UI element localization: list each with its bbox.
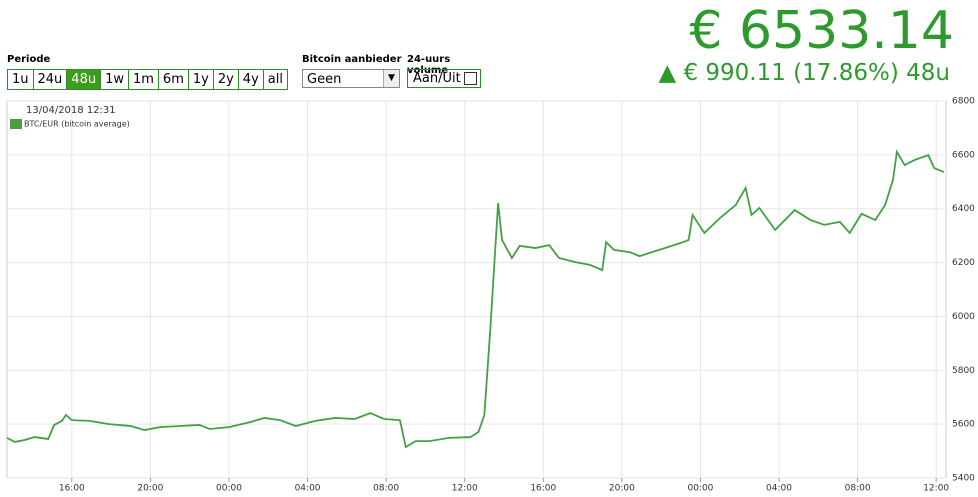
x-tick-label: 16:00 [59,484,85,494]
y-tick-label: 5600 [952,420,975,430]
x-tick-label: 04:00 [766,484,792,494]
y-tick-label: 6800 [952,97,975,107]
provider-label: Bitcoin aanbieder [302,54,402,65]
period-button[interactable]: 1u [8,70,34,89]
select-arrow: ▼ [383,70,399,87]
x-tick-label: 12:00 [923,484,949,494]
y-tick-label: 6000 [952,312,975,322]
period-button[interactable]: 1w [101,70,129,89]
x-tick-label: 12:00 [452,484,478,494]
period-button[interactable]: 24u [33,70,68,89]
period-buttons: 1u 24u 48u 1w 1m 6m 1y 2y 4y all [7,69,288,90]
x-tick-label: 20:00 [137,484,163,494]
y-tick-label: 6600 [952,150,975,160]
period-button[interactable]: 1m [128,70,159,89]
period-label: Periode [7,54,51,65]
annotation: 13/04/2018 12:31 [26,105,116,116]
period-button[interactable]: 48u [67,70,102,89]
x-tick-label: 08:00 [845,484,871,494]
period-button[interactable]: 1y [188,70,214,89]
period-button[interactable]: 4y [238,70,264,89]
y-tick-label: 6400 [952,204,975,214]
x-tick-label: 08:00 [373,484,399,494]
legend-swatch [10,119,22,129]
y-tick-label: 6200 [952,258,975,268]
volume-toggle-label: Aan/Uit [413,71,461,86]
y-tick-label: 5800 [952,366,975,376]
x-tick-label: 20:00 [609,484,635,494]
period-button[interactable]: 6m [158,70,189,89]
legend-label: BTC/EUR (bitcoin average) [24,120,130,129]
price-change: ▲ € 990.11 (17.86%) 48u [658,60,950,86]
x-tick-label: 00:00 [687,484,713,494]
checkbox[interactable] [463,72,477,85]
provider-value: Geen [307,72,342,87]
price: € 6533.14 [689,1,954,61]
x-tick-label: 16:00 [530,484,556,494]
volume-toggle[interactable]: Aan/Uit [407,69,481,88]
period-button[interactable]: all [263,70,287,89]
provider-select[interactable]: Geen ▼ [302,69,400,88]
volume-label: 24-uurs volume [407,54,451,76]
period-button[interactable]: 2y [213,70,239,89]
price-line [6,149,945,449]
x-tick-label: 04:00 [295,484,321,494]
x-tick-label: 00:00 [216,484,242,494]
y-tick-label: 5400 [952,474,975,484]
plot-area [6,100,947,479]
